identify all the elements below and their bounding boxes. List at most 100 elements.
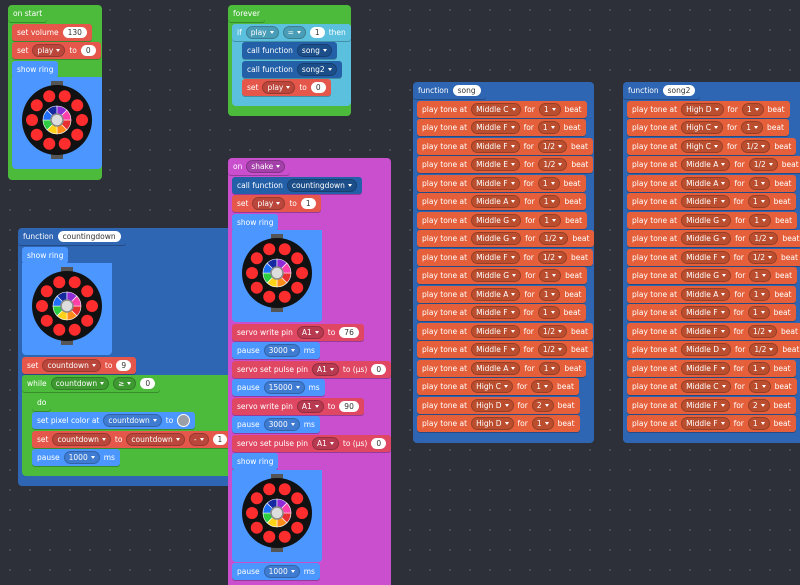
dropdown[interactable]: 1/2 — [537, 139, 567, 153]
block[interactable]: pause 1000 ms — [32, 449, 120, 466]
block[interactable]: play tone at Middle F for 1/2 beat — [417, 137, 593, 155]
block-stack[interactable]: on start set volume 130 set play to 0 show ring — [8, 5, 102, 180]
dropdown[interactable]: = — [282, 25, 306, 39]
dropdown[interactable]: Middle F — [471, 176, 520, 190]
value-input[interactable]: 1 — [300, 198, 316, 209]
dropdown[interactable]: Middle G — [471, 213, 522, 227]
block[interactable]: if play = 1 then — [232, 23, 351, 41]
block[interactable]: play tone at Middle F for 1/2 beat — [417, 322, 593, 340]
value-input[interactable]: 0 — [80, 45, 96, 56]
block[interactable]: play tone at High C for 1 beat — [627, 119, 789, 136]
dropdown[interactable]: 1 — [539, 269, 562, 282]
dropdown[interactable]: 1 — [538, 195, 561, 208]
dropdown[interactable]: Middle D — [681, 343, 732, 356]
dropdown[interactable]: A1 — [311, 436, 339, 450]
dropdown[interactable]: Middle A — [471, 361, 521, 375]
block[interactable]: set volume 130 — [12, 23, 92, 41]
dropdown[interactable]: Middle F — [471, 306, 520, 319]
block[interactable]: show ring — [22, 246, 69, 264]
dropdown[interactable]: 1 — [748, 380, 771, 393]
dropdown[interactable]: High D — [681, 102, 724, 116]
block[interactable]: play tone at Middle G for 1 beat — [417, 267, 588, 284]
dropdown[interactable]: countdown — [103, 414, 162, 427]
hat-block[interactable]: function song2 — [623, 82, 701, 99]
value-input[interactable]: 1 — [309, 26, 325, 38]
block[interactable]: play tone at Middle A for 1 beat — [627, 174, 797, 192]
dropdown[interactable]: 1 — [747, 417, 770, 430]
dropdown[interactable]: 1 — [537, 306, 560, 319]
dropdown[interactable]: 1/2 — [748, 158, 778, 171]
dropdown[interactable]: A1 — [311, 362, 339, 376]
dropdown[interactable]: Middle F — [681, 250, 730, 264]
dropdown[interactable]: 1 — [539, 213, 562, 227]
dropdown[interactable]: ≥ — [113, 377, 137, 390]
block[interactable]: call function countingdown — [232, 176, 362, 194]
block[interactable]: call function song — [242, 42, 337, 59]
dropdown[interactable]: 1/2 — [537, 250, 567, 264]
dropdown[interactable]: Middle F — [471, 121, 520, 134]
block[interactable]: play tone at Middle G for 1/2 beat — [627, 230, 800, 247]
dropdown[interactable]: 1 — [531, 380, 554, 393]
block[interactable]: pause 15000 ms — [232, 379, 325, 396]
dropdown[interactable]: 1 — [538, 287, 561, 301]
value-input[interactable]: countingdown — [57, 231, 121, 242]
block[interactable]: play tone at Middle F for 1/2 beat — [417, 341, 593, 358]
dropdown[interactable]: Middle F — [471, 139, 520, 153]
value-input[interactable]: 9 — [116, 359, 132, 371]
block[interactable]: set play to 1 — [232, 195, 321, 212]
block[interactable]: set play to 0 — [12, 42, 101, 59]
dropdown[interactable]: Middle A — [471, 287, 521, 301]
dropdown[interactable]: 1/2 — [747, 250, 777, 264]
block[interactable]: servo write pin A1 to 76 — [232, 323, 364, 341]
block-stack[interactable]: forever if play = 1 then call function song call… — [228, 5, 351, 116]
block[interactable]: play tone at Middle F for 1 beat — [417, 119, 586, 136]
dropdown[interactable]: Middle G — [681, 232, 732, 245]
block[interactable]: play tone at Middle G for 1/2 beat — [417, 230, 595, 247]
dropdown[interactable]: Middle G — [471, 232, 522, 245]
block[interactable]: play tone at Middle F for 1/2 beat — [417, 248, 593, 266]
dropdown[interactable]: shake — [246, 160, 286, 173]
dropdown[interactable]: High D — [471, 398, 514, 412]
hat-block[interactable]: function song — [413, 82, 486, 99]
block[interactable]: servo write pin A1 to 90 — [232, 397, 364, 415]
dropdown[interactable]: 1 — [537, 176, 560, 190]
c-block[interactable]: if play = 1 then call function song call functi… — [232, 23, 351, 106]
block[interactable]: play tone at Middle C for 1 beat — [417, 100, 587, 118]
dropdown[interactable]: 1 — [747, 306, 770, 319]
dropdown[interactable]: 3000 — [263, 418, 300, 431]
block[interactable]: servo set pulse pin A1 to (µs) 0 — [232, 360, 392, 378]
block[interactable]: play tone at Middle F for 1 beat — [627, 193, 796, 210]
value-input[interactable]: 76 — [339, 326, 359, 338]
dropdown[interactable]: play — [262, 81, 296, 94]
block[interactable]: set countdown to countdown - 1 — [32, 430, 233, 448]
block[interactable]: play tone at Middle G for 1 beat — [627, 267, 798, 284]
dropdown[interactable]: Middle E — [471, 158, 520, 171]
dropdown[interactable]: Middle A — [681, 176, 731, 190]
dropdown[interactable]: 1000 — [63, 451, 100, 464]
block[interactable]: play tone at Middle F for 1 beat — [627, 415, 796, 432]
block[interactable]: show ring — [232, 453, 279, 470]
block[interactable]: play tone at Middle F for 1 beat — [417, 174, 586, 192]
hat-block[interactable]: on shake — [228, 158, 291, 175]
dropdown[interactable]: song2 — [296, 62, 337, 76]
block[interactable]: pause 3000 ms — [232, 342, 320, 359]
dropdown[interactable]: Middle F — [681, 398, 730, 412]
dropdown[interactable]: 1/2 — [538, 158, 568, 171]
dropdown[interactable]: play — [32, 44, 66, 57]
dropdown[interactable]: Middle F — [681, 306, 730, 319]
dropdown[interactable]: Middle F — [471, 343, 520, 356]
dropdown[interactable]: play — [245, 25, 279, 39]
dropdown[interactable]: Middle G — [681, 269, 732, 282]
dropdown[interactable]: 1 — [747, 195, 770, 208]
block[interactable]: show ring — [232, 213, 279, 231]
dropdown[interactable]: Middle C — [681, 380, 731, 393]
dropdown[interactable]: High C — [471, 380, 513, 393]
block[interactable]: while countdown ≥0 — [22, 375, 161, 392]
color-swatch[interactable] — [177, 414, 191, 427]
block[interactable]: play tone at Middle C for 1 beat — [627, 378, 797, 395]
dropdown[interactable]: 1 — [748, 176, 771, 190]
dropdown[interactable]: 1/2 — [749, 232, 779, 245]
block[interactable]: play tone at High D for 1 beat — [417, 415, 580, 432]
